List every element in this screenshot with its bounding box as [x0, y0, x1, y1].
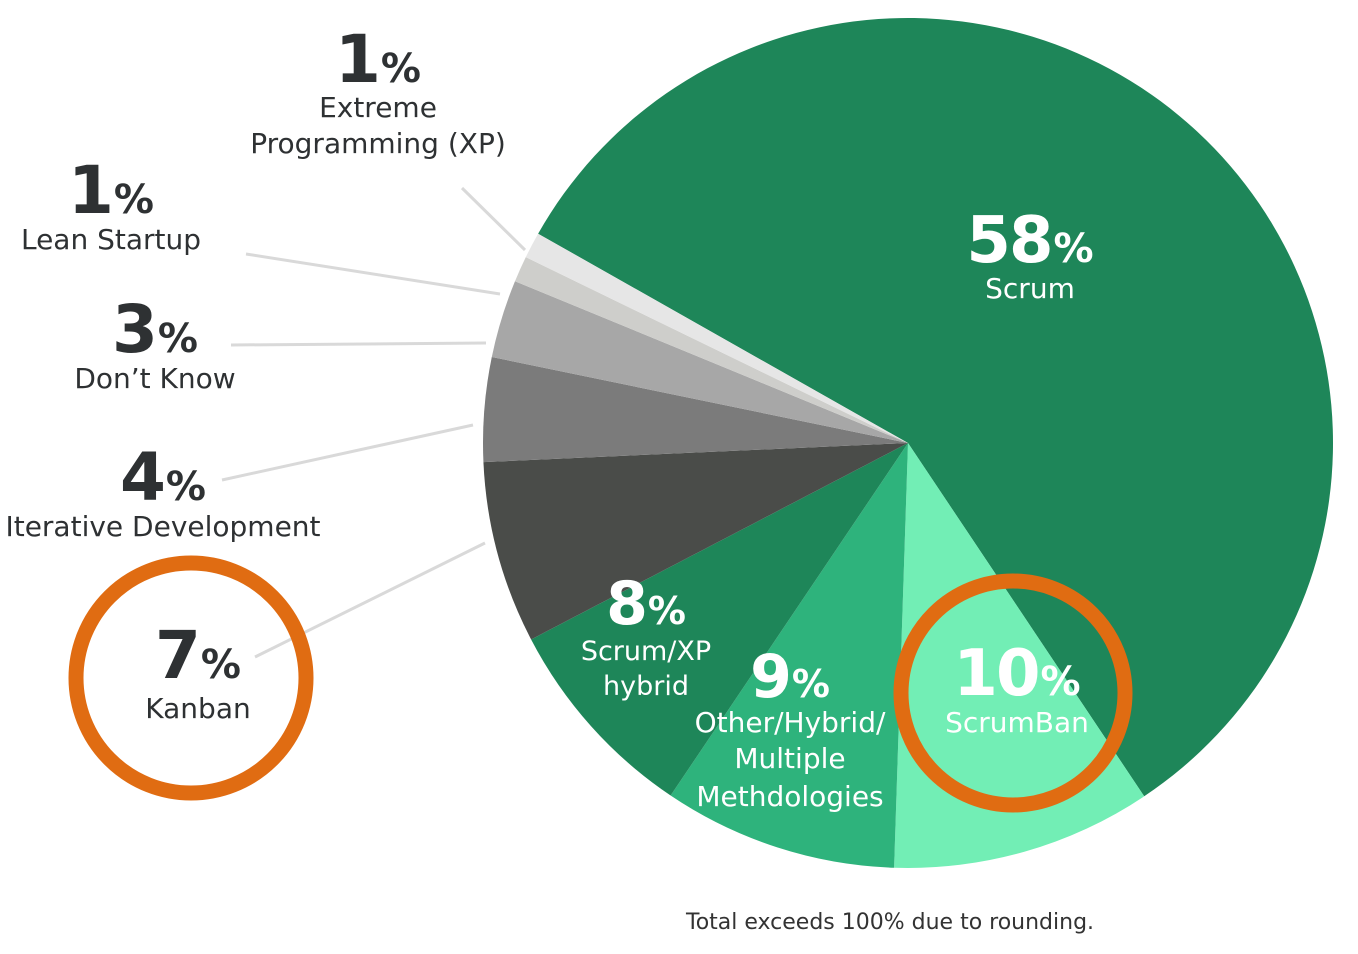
slice-labels: 58%Scrum 10%ScrumBan 9%Other/Hybrid/Multip…	[5, 21, 1093, 813]
highlight-circle-kanban	[68, 555, 314, 801]
leader-line-iterative-development	[221, 423, 474, 482]
pie-slice-scrum-xp-hybrid	[531, 443, 908, 796]
category-label-other-hybrid-multiple-methdologies: Multiple	[734, 742, 845, 775]
pie-slice-kanban	[483, 443, 908, 640]
category-label-other-hybrid-multiple-methdologies: Other/Hybrid/	[695, 706, 886, 739]
value-label-scrum-xp-hybrid: 8%	[606, 569, 686, 639]
pie-slice-scrumban	[894, 443, 1145, 868]
leader-line-kanban	[254, 541, 486, 659]
leader-line-lean-startup	[245, 252, 501, 296]
category-label-scrum: Scrum	[985, 272, 1075, 305]
value-label-don-t-know: 3%	[112, 291, 198, 368]
pie-slice-don-t-know	[491, 281, 908, 443]
category-label-don-t-know: Don’t Know	[74, 362, 235, 395]
category-label-lean-startup: Lean Startup	[21, 223, 201, 256]
category-label-scrum-xp-hybrid: Scrum/XP	[581, 636, 711, 667]
value-label-extreme-programming-xp: 1%	[335, 21, 421, 98]
value-label-other-hybrid-multiple-methdologies: 9%	[750, 642, 830, 712]
pie-slice-other-hybrid-multiple-methdologies	[670, 443, 908, 868]
category-label-extreme-programming-xp: Extreme	[319, 91, 437, 124]
category-label-iterative-development: Iterative Development	[5, 510, 320, 543]
value-label-scrum: 58%	[966, 204, 1093, 278]
highlight-circle-scrumban	[893, 573, 1133, 813]
category-label-scrum-xp-hybrid: hybrid	[603, 671, 689, 702]
pie-slice-extreme-programming-xp	[525, 233, 908, 443]
value-label-lean-startup: 1%	[68, 152, 154, 229]
footnote: Total exceeds 100% due to rounding.	[686, 910, 1095, 935]
leader-lines	[221, 186, 527, 659]
category-label-other-hybrid-multiple-methdologies: Methdologies	[696, 780, 883, 813]
pie-slice-lean-startup	[514, 257, 908, 443]
leader-line-extreme-programming-xp	[460, 186, 527, 252]
highlight-circles	[68, 555, 1133, 813]
category-label-scrumban: ScrumBan	[945, 706, 1089, 739]
value-label-kanban: 7%	[155, 617, 241, 694]
pie-slice-iterative-development	[482, 356, 908, 463]
category-label-kanban: Kanban	[145, 692, 250, 725]
leader-line-don-t-know	[230, 341, 487, 347]
value-label-iterative-development: 4%	[120, 439, 206, 516]
pie-slice-scrum	[538, 17, 1334, 797]
category-label-extreme-programming-xp: Programming (XP)	[250, 127, 506, 160]
pie-slices	[482, 17, 1334, 868]
value-label-scrumban: 10%	[953, 637, 1080, 711]
